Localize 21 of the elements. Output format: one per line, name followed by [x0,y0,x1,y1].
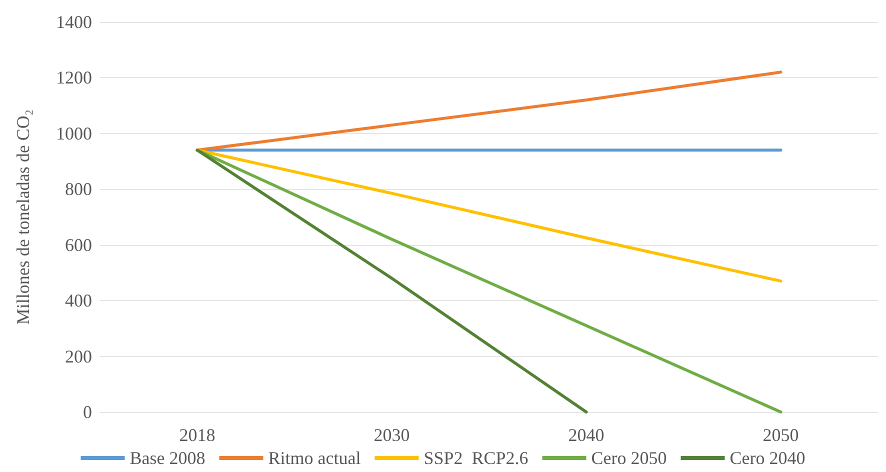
y-tick-label: 600 [65,234,92,255]
y-axis-title: Millones de toneladas de CO₂ [13,109,33,325]
legend-label: Cero 2050 [591,448,667,468]
x-tick-label: 2030 [374,425,410,445]
x-tick-label: 2050 [762,425,799,445]
y-tick-label: 200 [65,346,92,366]
line-series [196,148,782,414]
y-tick-label: 1400 [56,12,92,32]
legend-label: Base 2008 [130,448,206,468]
y-tick-label: 800 [65,179,92,200]
line-series [196,148,782,283]
x-tick-label: 2040 [568,425,604,445]
y-tick-label: 1200 [56,68,92,88]
x-tick-label: 2018 [179,425,216,445]
y-tick-label: 0 [83,402,92,422]
legend-label: Ritmo actual [268,448,361,468]
y-tick-label: 400 [65,290,92,311]
legend-label: SSP2 RCP2.6 [424,448,528,468]
y-tick-label: 1000 [56,123,92,144]
line-series [196,70,782,152]
legend-label: Cero 2040 [730,448,806,468]
